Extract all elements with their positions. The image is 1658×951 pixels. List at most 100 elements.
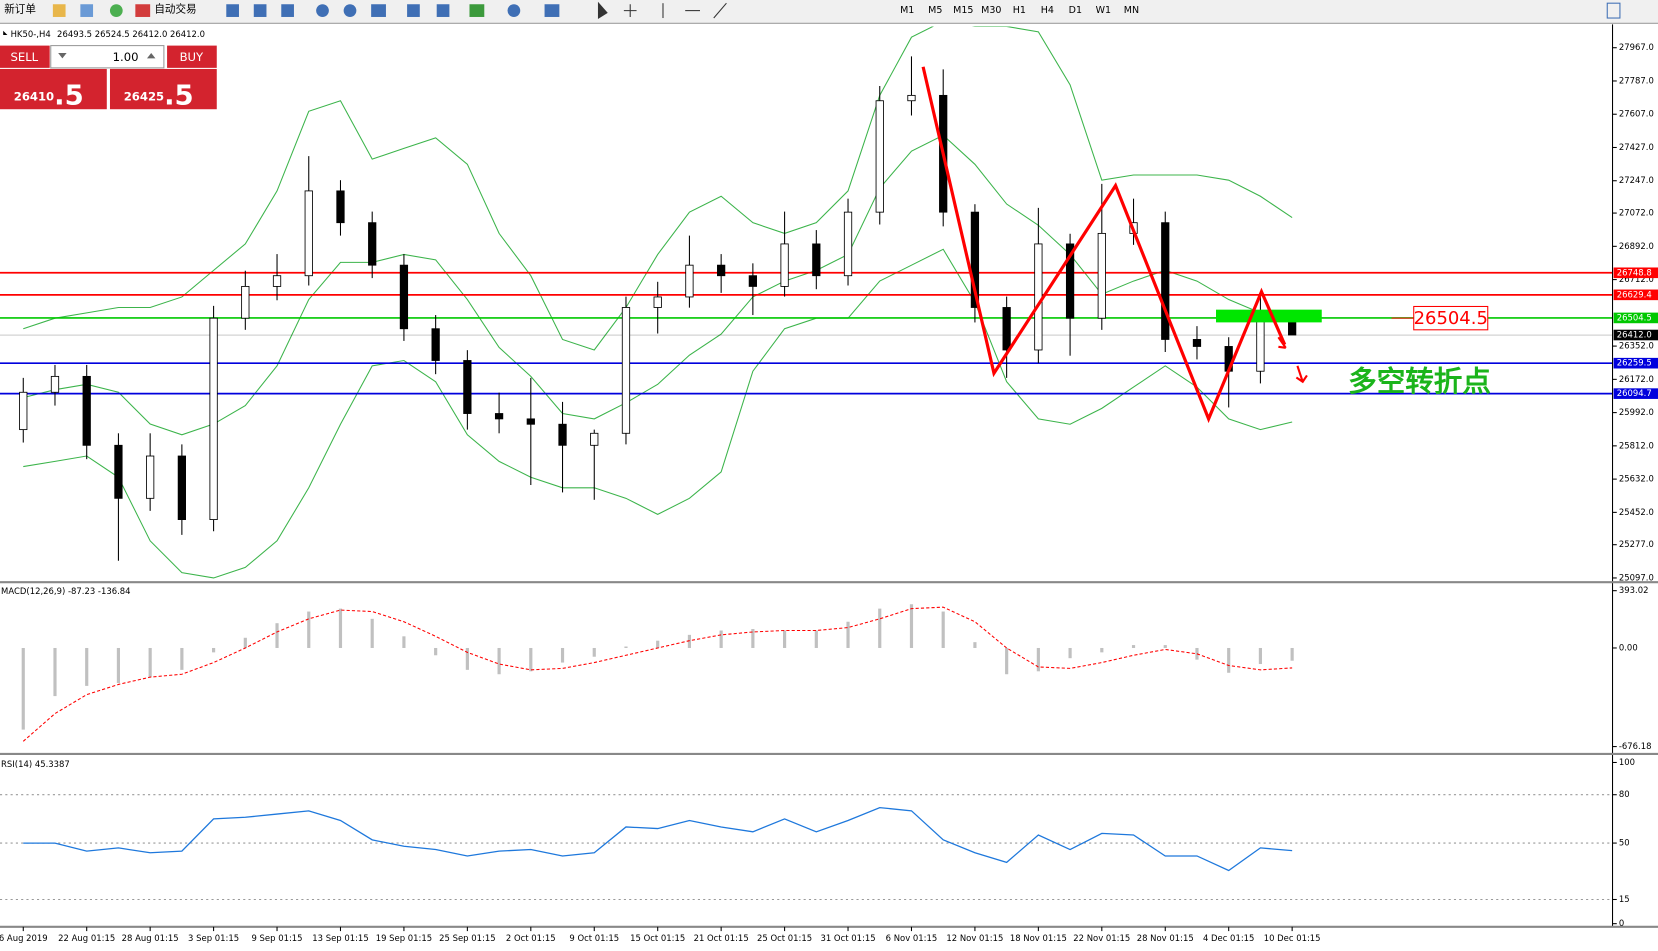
tool-icon[interactable] xyxy=(436,4,450,17)
buy-price-box[interactable] xyxy=(109,68,217,110)
y-tick-label: 15 xyxy=(1619,894,1630,904)
rsi-line xyxy=(23,806,1293,872)
y-tick-label: 25452.0 xyxy=(1619,507,1654,517)
auto-trading-icon[interactable] xyxy=(135,4,151,17)
lot-input[interactable] xyxy=(50,45,165,69)
timeframe-button[interactable]: M15 xyxy=(953,5,973,16)
toolbar-icon[interactable] xyxy=(52,4,66,17)
x-tick-label: 6 Nov 01:15 xyxy=(886,933,938,943)
y-tick-label: 27427.0 xyxy=(1619,142,1654,152)
y-tick-label: 25992.0 xyxy=(1619,407,1654,417)
tool-icon[interactable] xyxy=(371,4,386,17)
toolbar-icon[interactable] xyxy=(109,4,123,17)
sell-price-box[interactable] xyxy=(0,68,107,110)
candle-body xyxy=(526,418,535,425)
toolbar-icon[interactable] xyxy=(80,4,94,17)
y-tick-label: 26712.0 xyxy=(1619,274,1654,284)
y-tick-label: 25632.0 xyxy=(1619,474,1654,484)
candle-body xyxy=(304,190,313,277)
sell-price-frac[interactable]: .5 xyxy=(54,79,84,111)
auto-trading-button[interactable]: 自动交易 xyxy=(154,3,196,16)
y-tick-label: 27247.0 xyxy=(1619,175,1654,185)
lot-value[interactable]: 1.00 xyxy=(113,50,139,64)
buy-price-frac[interactable]: .5 xyxy=(164,79,194,111)
candle-body xyxy=(1065,243,1075,319)
level-label: 26504.5 xyxy=(1617,312,1652,322)
price-panel xyxy=(0,26,1613,579)
tool-icon[interactable] xyxy=(544,4,560,17)
tool-icon[interactable] xyxy=(507,4,521,17)
x-tick-label: 13 Sep 01:15 xyxy=(312,933,368,943)
candle-body xyxy=(272,275,282,287)
sell-label[interactable]: SELL xyxy=(10,50,38,64)
timeframe-button[interactable]: W1 xyxy=(1096,5,1111,16)
zoom-in[interactable] xyxy=(316,4,329,17)
tool-icon[interactable] xyxy=(407,4,420,17)
rsi-panel xyxy=(0,794,1613,901)
x-tick-label: 2 Oct 01:15 xyxy=(506,933,556,943)
buy-button[interactable] xyxy=(167,45,217,68)
crosshair-tool[interactable] xyxy=(623,4,637,17)
macd-title: MACD(12,26,9) -87.23 -136.84 xyxy=(1,586,131,596)
sell-button[interactable] xyxy=(0,45,50,68)
lot-down[interactable] xyxy=(58,53,67,59)
y-tick-label: 25812.0 xyxy=(1619,440,1654,450)
bollinger-band xyxy=(23,248,1293,579)
buy-label[interactable]: BUY xyxy=(180,50,204,64)
timeframe-button[interactable]: M30 xyxy=(981,5,1001,16)
x-tick-label: 22 Aug 01:15 xyxy=(58,933,115,943)
y-tick-label: 50 xyxy=(1619,838,1630,848)
timeframes: M1 M5 M15 M30 H1 H4 D1 W1 MN xyxy=(900,5,1139,16)
x-tick-label: 31 Oct 01:15 xyxy=(820,933,875,943)
buy-price[interactable]: 26425.5 xyxy=(124,79,194,111)
x-tick-label: 25 Sep 01:15 xyxy=(439,933,495,943)
candle-body xyxy=(241,285,250,319)
cursor-tool[interactable] xyxy=(597,1,608,19)
new-order-button[interactable]: 新订单 xyxy=(4,3,36,16)
toolbar-tools xyxy=(226,4,560,17)
timeframe-button[interactable]: MN xyxy=(1124,5,1139,16)
axes: 27967.0 27787.0 27607.0 27427.0 27247.0 27072… xyxy=(0,24,1658,943)
y-tick-label: 27072.0 xyxy=(1619,208,1654,218)
candle-body xyxy=(812,243,821,277)
y-tick-label: 27967.0 xyxy=(1619,42,1654,52)
arrow xyxy=(1295,365,1308,384)
candle-body xyxy=(1192,339,1202,347)
level-label: 26748.8 xyxy=(1617,267,1652,277)
sell-price-main[interactable]: 26410 xyxy=(14,89,54,103)
lot-up[interactable] xyxy=(146,53,156,59)
chart-header: HK50-,H4 26493.5 26524.5 26412.0 26412.0 xyxy=(11,28,205,38)
x-tick-label: 6 Aug 2019 xyxy=(0,933,48,943)
candle-body xyxy=(590,432,599,446)
timeframe-button[interactable]: M1 xyxy=(900,5,914,16)
candle-body xyxy=(1097,232,1106,319)
zoom-out[interactable] xyxy=(343,4,357,17)
candle-body xyxy=(907,94,916,102)
candle-body xyxy=(399,264,409,330)
tool-icon[interactable] xyxy=(469,4,485,17)
timeframe-button[interactable]: H1 xyxy=(1013,5,1026,16)
candle-body xyxy=(685,264,694,298)
candle-body xyxy=(653,296,662,308)
y-tick-label: 26172.0 xyxy=(1619,374,1654,384)
trendline-tool[interactable] xyxy=(713,2,727,19)
tool-icon[interactable] xyxy=(281,4,294,17)
search-icon[interactable] xyxy=(1606,2,1621,19)
timeframe-button[interactable]: D1 xyxy=(1069,5,1082,16)
y-tick-label: -676.18 xyxy=(1619,741,1652,751)
timeframe-button[interactable]: H4 xyxy=(1041,5,1054,16)
tool-icon[interactable] xyxy=(226,4,239,17)
buy-price-main[interactable]: 26425 xyxy=(124,89,164,103)
candle-body xyxy=(1002,307,1011,351)
candle-body xyxy=(1161,222,1170,340)
candle-body xyxy=(146,455,155,499)
timeframe-button[interactable]: M5 xyxy=(928,5,942,16)
x-tick-label: 3 Sep 01:15 xyxy=(188,933,239,943)
x-tick-label: 9 Sep 01:15 xyxy=(252,933,303,943)
tool-icon[interactable] xyxy=(253,4,267,17)
sell-price[interactable]: 26410.5 xyxy=(14,79,84,111)
x-tick-label: 18 Nov 01:15 xyxy=(1010,933,1067,943)
candle-body xyxy=(970,211,980,308)
macd-signal xyxy=(22,606,1293,742)
